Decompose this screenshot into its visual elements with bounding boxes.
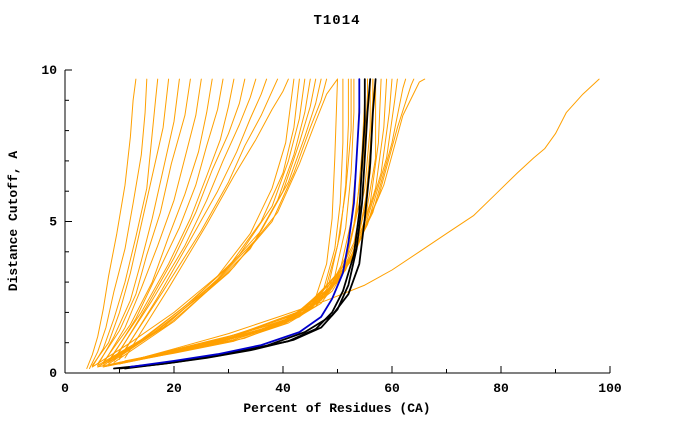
y-tick-label: 10 [41, 63, 57, 78]
series-model-03 [91, 78, 159, 368]
series-model-30 [119, 78, 368, 365]
series-model-44-outlier [119, 78, 600, 365]
series-model-05 [97, 78, 180, 366]
series-model-27 [108, 78, 355, 366]
series-model-40 [146, 78, 426, 357]
series-model-09 [108, 78, 224, 363]
series-selected-model [129, 78, 361, 368]
series-model-11 [113, 78, 246, 362]
series-model-14 [119, 78, 279, 359]
x-tick-label: 0 [61, 381, 69, 396]
series-model-42 [113, 78, 368, 365]
x-tick-label: 100 [598, 381, 622, 396]
series-model-12 [113, 78, 257, 360]
axes-group: 0 20 40 60 80 100 0 5 10 [41, 63, 622, 396]
series-model-15 [124, 78, 289, 359]
series-model-07 [102, 78, 202, 365]
series-best-model-3 [113, 78, 366, 370]
y-axis-label: Distance Cutoff, A [6, 151, 21, 292]
series-model-10 [108, 78, 235, 362]
series-model-04 [91, 78, 170, 366]
series-model-02 [89, 78, 148, 369]
x-tick-label: 20 [166, 381, 182, 396]
x-axis-label: Percent of Residues (CA) [243, 401, 430, 416]
series-model-23 [113, 78, 338, 363]
series-model-18 [97, 78, 306, 366]
series-group [86, 78, 600, 370]
series-model-06 [97, 78, 191, 365]
series-model-22 [108, 78, 328, 363]
series-model-21 [108, 78, 322, 365]
series-model-41 [102, 78, 352, 368]
series-model-16 [91, 78, 295, 368]
y-tick-label: 5 [49, 215, 57, 230]
series-model-13 [119, 78, 268, 360]
series-model-08 [102, 78, 213, 363]
chart-title: T1014 [313, 13, 360, 29]
x-tick-label: 80 [493, 381, 509, 396]
series-model-31 [119, 78, 371, 363]
x-tick-label: 40 [275, 381, 291, 396]
x-tick-label: 60 [384, 381, 400, 396]
series-model-01 [86, 78, 137, 369]
series-model-17 [97, 78, 300, 368]
y-tick-label: 0 [49, 366, 57, 381]
